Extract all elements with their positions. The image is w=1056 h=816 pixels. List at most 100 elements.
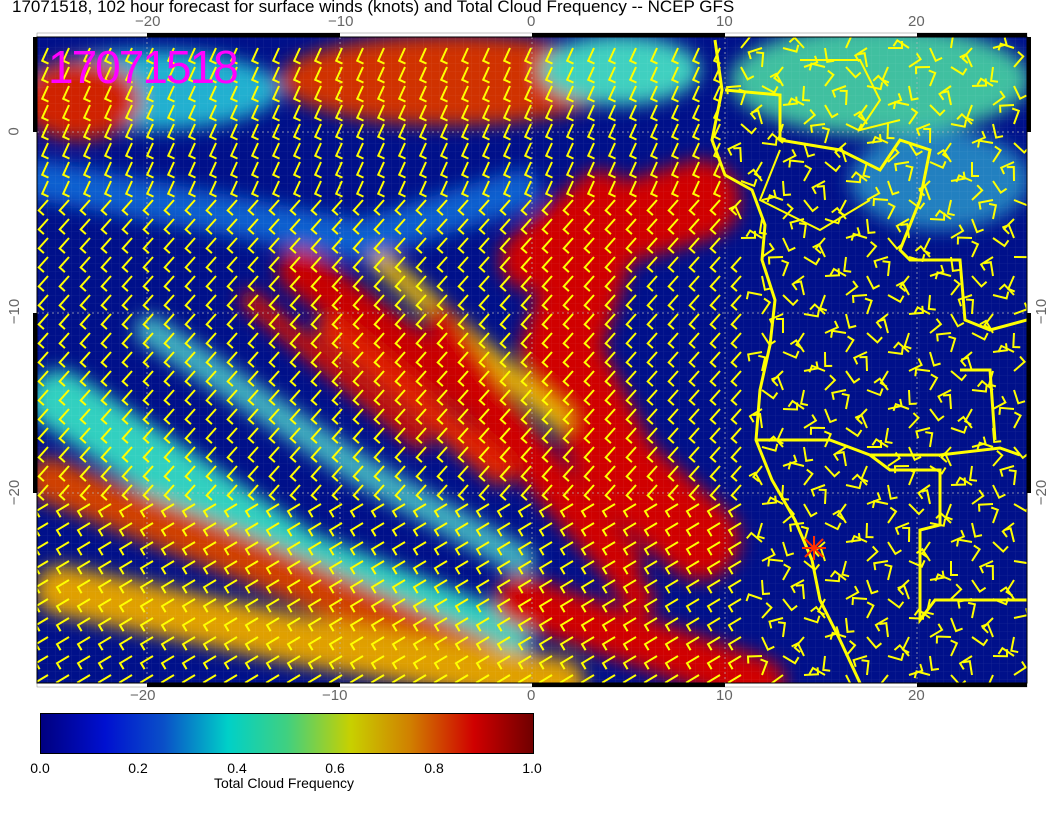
- wind-barb: [202, 579, 217, 594]
- wind-barb: [824, 522, 842, 531]
- wind-barb: [184, 332, 196, 349]
- wind-barb: [37, 199, 49, 216]
- wind-barb: [738, 88, 747, 106]
- wind-barb: [250, 161, 259, 179]
- wind-barb: [583, 370, 595, 387]
- wind-barb: [709, 294, 721, 311]
- wind-barb: [625, 275, 637, 292]
- wind-barb: [670, 180, 679, 198]
- wind-barb: [289, 313, 301, 330]
- wind-barb: [667, 199, 679, 216]
- wind-barb: [40, 123, 49, 141]
- wind-barb: [271, 47, 280, 65]
- wind-barb: [412, 617, 427, 632]
- wind-barb: [1011, 107, 1021, 125]
- wind-barb: [163, 313, 175, 330]
- wind-barb: [625, 389, 637, 406]
- wind-barb: [929, 104, 946, 117]
- wind-barb: [782, 44, 800, 53]
- wind-barb: [709, 275, 721, 292]
- wind-barb: [831, 206, 847, 220]
- wind-barb: [76, 522, 91, 537]
- wind-barb: [202, 617, 217, 632]
- wind-barb: [845, 335, 855, 353]
- wind-barb: [688, 332, 700, 349]
- wind-barb: [851, 294, 868, 304]
- wind-barb: [307, 541, 322, 556]
- wind-barb: [268, 484, 280, 501]
- wind-barb: [226, 465, 238, 482]
- wind-barb: [562, 294, 574, 311]
- wind-barb: [103, 161, 112, 179]
- wind-barb: [226, 199, 238, 216]
- wind-barb: [394, 370, 406, 387]
- wind-barb: [523, 161, 532, 179]
- wind-barb: [523, 47, 532, 65]
- wind-barb: [37, 218, 49, 235]
- wind-barb: [748, 408, 763, 423]
- wind-barb: [124, 66, 133, 84]
- wind-barb: [866, 275, 881, 290]
- wind-barb: [397, 85, 406, 103]
- wind-barb: [850, 170, 868, 182]
- wind-barb: [184, 484, 196, 501]
- wind-barb: [328, 617, 343, 632]
- wind-barb: [706, 655, 721, 670]
- wind-barb: [478, 389, 490, 406]
- wind-barb: [61, 66, 70, 84]
- wind-barb: [61, 85, 70, 103]
- wind-barb: [475, 541, 490, 556]
- wind-barb: [892, 39, 910, 49]
- wind-barb: [97, 674, 112, 683]
- wind-barb: [586, 142, 595, 160]
- wind-barb: [770, 674, 784, 683]
- wind-barb: [181, 674, 196, 683]
- wind-barb: [900, 222, 910, 239]
- wind-barb: [268, 465, 280, 482]
- wind-barb: [992, 145, 1002, 163]
- wind-barb: [727, 579, 742, 594]
- wind-barb: [976, 77, 994, 87]
- wind-barb: [646, 256, 658, 273]
- wind-barb: [250, 104, 259, 122]
- wind-barb: [376, 47, 385, 65]
- top-tick: −20: [135, 13, 161, 30]
- wind-barb: [803, 256, 821, 266]
- wind-barb: [415, 370, 427, 387]
- wind-barb: [496, 674, 511, 683]
- wind-barb: [454, 674, 469, 683]
- wind-barb: [929, 655, 940, 672]
- wind-barb: [604, 427, 616, 444]
- wind-barb: [908, 107, 919, 125]
- wind-barb: [541, 351, 553, 368]
- wind-barb: [310, 484, 322, 501]
- wind-barb: [457, 294, 469, 311]
- wind-barb: [761, 636, 775, 652]
- wind-barb: [562, 446, 574, 463]
- wind-barb: [436, 427, 448, 444]
- wind-barb: [601, 560, 616, 575]
- wind-barb: [565, 180, 574, 198]
- colorbar-tick: 0.6: [325, 760, 345, 776]
- wind-barb: [709, 408, 721, 425]
- wind-barb: [971, 332, 989, 341]
- wind-barb: [142, 313, 154, 330]
- wind-barb: [851, 596, 868, 606]
- colorbar-tick: 1.0: [522, 760, 542, 776]
- wind-barb: [391, 598, 406, 613]
- wind-barb: [520, 199, 532, 216]
- wind-barb: [55, 674, 70, 683]
- wind-barb: [481, 123, 490, 141]
- wind-barb: [163, 218, 175, 235]
- wind-barb: [265, 522, 280, 537]
- wind-barb: [166, 47, 175, 65]
- wind-barb: [756, 51, 765, 68]
- wind-barb: [205, 351, 217, 368]
- wind-barb: [517, 674, 532, 683]
- wind-barb: [307, 598, 322, 613]
- wind-barb: [544, 123, 553, 141]
- wind-barb: [747, 351, 763, 362]
- wind-barb: [520, 484, 532, 501]
- wind-barb: [334, 85, 343, 103]
- wind-barb: [845, 313, 857, 329]
